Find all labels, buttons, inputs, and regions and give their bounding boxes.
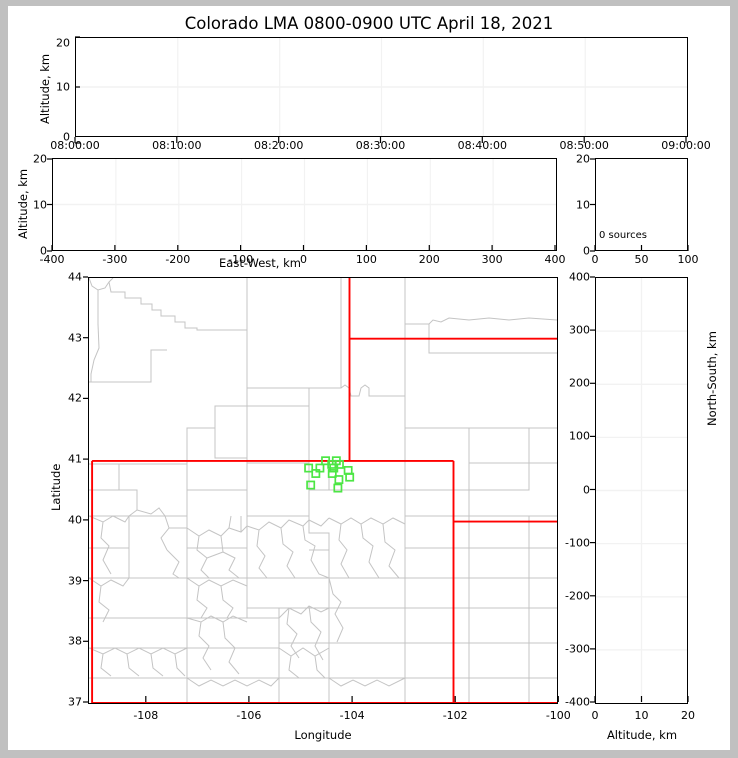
tick-ew-y-0: 0 — [40, 244, 47, 258]
panel-source-histogram[interactable] — [595, 158, 688, 251]
tick-ns-y--200: -200 — [565, 589, 590, 603]
tick-ns-y-300: 300 — [569, 323, 590, 337]
axis-label-eastwest: East-West, km — [219, 256, 301, 270]
tick-map-lon--100: -100 — [545, 709, 571, 722]
lma-source-marker — [334, 475, 344, 485]
panel-time-altitude[interactable] — [75, 37, 688, 137]
tick-time-x-2: 08:20:00 — [253, 139, 304, 152]
tick-hist-y-10: 10 — [576, 198, 590, 211]
tick-ew-x-6: 200 — [418, 253, 440, 266]
tick-ew-x-8: 400 — [544, 253, 566, 266]
lma-source-marker — [304, 463, 314, 473]
county-borders-group — [89, 278, 557, 703]
tick-ew-y-10: 10 — [33, 198, 47, 211]
tick-ns-y-200: 200 — [569, 376, 590, 390]
tick-hist-y-0: 0 — [583, 244, 590, 258]
tick-map-lon--108: -108 — [133, 709, 159, 722]
tick-ew-x-3: -100 — [228, 253, 254, 266]
tick-map-lon--102: -102 — [442, 709, 468, 722]
source-count-annotation: 0 sources — [599, 230, 647, 241]
tick-time-x-5: 08:50:00 — [559, 139, 609, 152]
tick-ns-y-0: 0 — [583, 483, 590, 496]
tick-ns-y--400: -400 — [565, 695, 590, 709]
tick-ew-y-20: 20 — [33, 152, 47, 166]
panel-eastwest-altitude[interactable] — [52, 158, 557, 251]
lma-source-marker — [306, 480, 316, 490]
tick-hist-x-100: 100 — [677, 253, 699, 266]
tick-time-x-4: 08:40:00 — [457, 139, 507, 152]
altitude-northsouth-ticks — [590, 276, 689, 703]
panel-altitude-northsouth[interactable] — [595, 277, 688, 704]
histogram-ticks — [590, 158, 689, 252]
axis-label-latitude: Latitude — [49, 463, 63, 511]
tick-ns-y--100: -100 — [565, 536, 590, 550]
tick-time-x-0: 08:00:00 — [50, 139, 100, 152]
axis-label-longitude: Longitude — [294, 728, 352, 742]
tick-hist-x-0: 0 — [591, 253, 599, 266]
tick-ew-x-2: -200 — [165, 253, 191, 266]
tick-map-lat-44: 44 — [68, 270, 82, 284]
tick-hist-y-20: 20 — [576, 152, 590, 166]
time-altitude-plot-area — [76, 38, 687, 136]
eastwest-altitude-ticks — [47, 158, 556, 252]
eastwest-altitude-plot-area — [53, 159, 556, 250]
figure-canvas: Colorado LMA 0800-0900 UTC April 18, 202… — [8, 6, 730, 750]
lma-source-marker — [327, 469, 337, 478]
tick-ew-x-5: 100 — [355, 253, 377, 266]
tick-ns-x-0: 0 — [591, 709, 599, 722]
tick-ew-x-1: -300 — [102, 253, 128, 266]
tick-map-lat-42: 42 — [68, 391, 82, 405]
tick-ns-y-100: 100 — [569, 429, 590, 443]
tick-ns-x-10: 10 — [634, 709, 649, 722]
tick-time-y-20: 20 — [56, 36, 70, 50]
tick-ns-x-20: 20 — [681, 709, 695, 722]
lma-source-marker — [333, 483, 343, 493]
tick-time-y-0: 0 — [63, 130, 70, 144]
tick-time-x-3: 08:30:00 — [355, 139, 406, 152]
axis-label-ew-altitude: Altitude, km — [16, 168, 30, 239]
tick-time-x-1: 08:10:00 — [152, 139, 202, 152]
tick-map-lat-43: 43 — [68, 331, 82, 345]
tick-time-y-10: 10 — [56, 80, 70, 94]
tick-map-lon--104: -104 — [339, 709, 365, 722]
tick-hist-x-50: 50 — [634, 253, 649, 266]
page-title: Colorado LMA 0800-0900 UTC April 18, 202… — [184, 14, 554, 33]
tick-map-lat-37: 37 — [68, 695, 82, 709]
state-borders-group — [91, 278, 557, 703]
tick-time-x-6: 09:00:00 — [661, 139, 711, 152]
axis-label-altitude-ns: Altitude, km — [606, 728, 678, 742]
tick-ew-x-0: -400 — [39, 253, 65, 266]
map-ticks — [83, 276, 559, 703]
tick-ew-x-4: 0 — [300, 253, 307, 266]
axis-label-time-altitude: Altitude, km — [38, 53, 52, 124]
tick-ns-y-400: 400 — [569, 270, 590, 284]
tick-ew-x-7: 300 — [481, 253, 503, 266]
tick-ns-y--300: -300 — [565, 642, 590, 656]
tick-map-lat-39: 39 — [68, 574, 82, 588]
panel-map[interactable] — [88, 277, 558, 704]
lma-source-marker — [345, 472, 355, 482]
tick-map-lat-41: 41 — [68, 452, 82, 466]
axis-label-northsouth: North-South, km — [705, 331, 719, 426]
tick-map-lon--106: -106 — [236, 709, 262, 722]
tick-map-lat-40: 40 — [68, 513, 82, 527]
tick-map-lat-38: 38 — [68, 634, 82, 648]
map-plot-area — [89, 278, 557, 703]
lma-source-marker — [311, 469, 321, 478]
altitude-northsouth-plot-area — [596, 278, 687, 703]
lma-source-marker — [329, 463, 339, 473]
time-altitude-ticks — [74, 36, 687, 144]
lma-source-markers-group — [304, 456, 355, 493]
